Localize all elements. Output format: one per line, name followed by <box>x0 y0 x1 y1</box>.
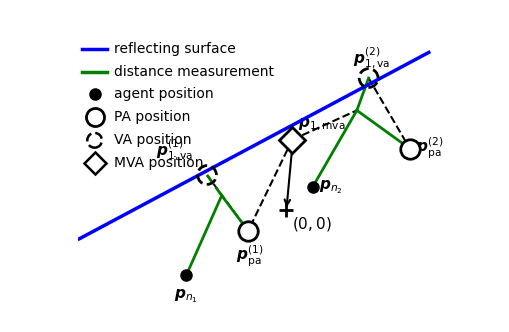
Text: $\boldsymbol{p}_{1,\mathrm{mva}}$: $\boldsymbol{p}_{1,\mathrm{mva}}$ <box>298 117 345 133</box>
Text: $(0,0)$: $(0,0)$ <box>291 215 331 233</box>
Text: agent position: agent position <box>114 88 214 102</box>
Text: PA position: PA position <box>114 111 190 124</box>
Text: $\boldsymbol{p}_{\mathrm{pa}}^{(2)}$: $\boldsymbol{p}_{\mathrm{pa}}^{(2)}$ <box>415 136 443 161</box>
Text: VA position: VA position <box>114 133 191 147</box>
Text: distance measurement: distance measurement <box>114 65 274 79</box>
Text: MVA position: MVA position <box>114 156 204 170</box>
Text: $\boldsymbol{p}_{\mathrm{pa}}^{(1)}$: $\boldsymbol{p}_{\mathrm{pa}}^{(1)}$ <box>236 244 263 269</box>
Text: $\boldsymbol{p}_{n_1}$: $\boldsymbol{p}_{n_1}$ <box>174 287 198 305</box>
Text: reflecting surface: reflecting surface <box>114 42 236 56</box>
Text: $\boldsymbol{p}_{1,\mathrm{va}}^{(1)}$: $\boldsymbol{p}_{1,\mathrm{va}}^{(1)}$ <box>156 137 193 163</box>
Text: $\boldsymbol{p}_{n_2}$: $\boldsymbol{p}_{n_2}$ <box>319 178 343 196</box>
Text: $\boldsymbol{p}_{1,\mathrm{va}}^{(2)}$: $\boldsymbol{p}_{1,\mathrm{va}}^{(2)}$ <box>352 45 389 71</box>
